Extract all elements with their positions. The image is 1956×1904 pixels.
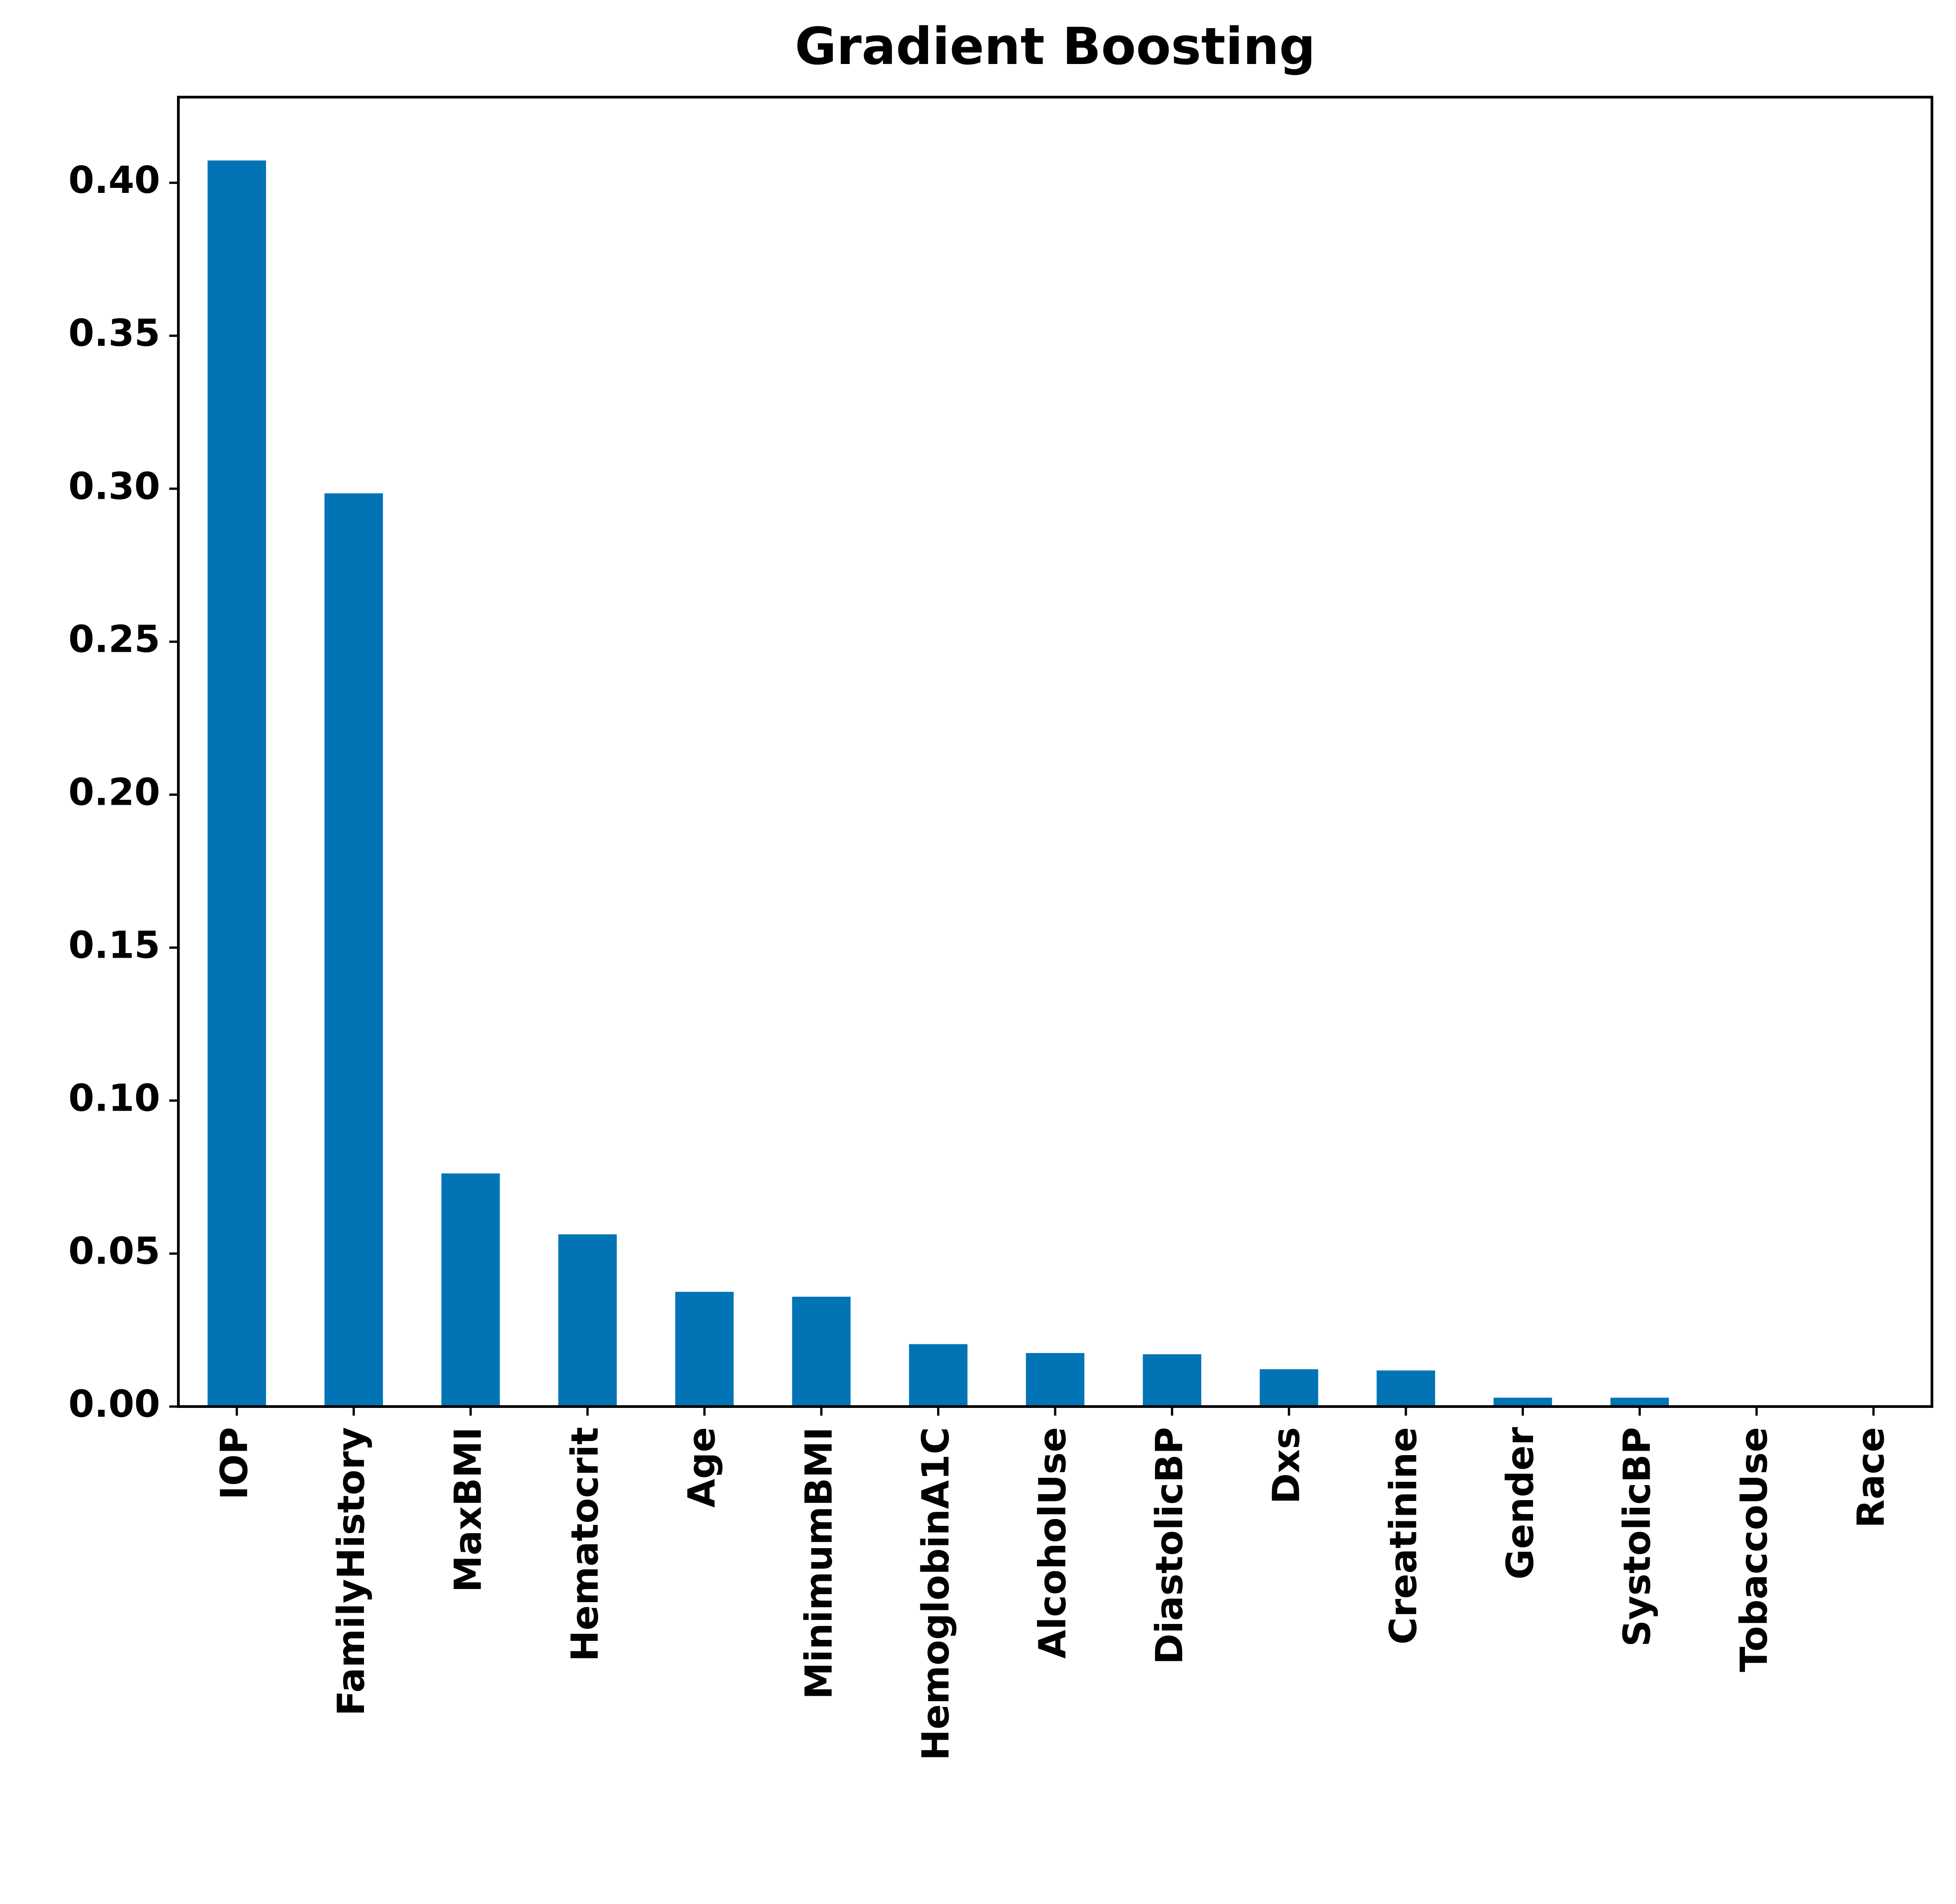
x-tick-label: Hematocrit bbox=[564, 1427, 607, 1662]
bar bbox=[909, 1344, 968, 1407]
x-tick-label: IOP bbox=[213, 1427, 256, 1500]
y-tick-label: 0.40 bbox=[69, 159, 160, 202]
x-tick-label: MaxBMI bbox=[447, 1427, 490, 1592]
y-tick-label: 0.00 bbox=[69, 1382, 160, 1426]
x-tick-label: TobaccoUse bbox=[1733, 1427, 1776, 1672]
bar bbox=[207, 160, 266, 1407]
x-tick-label: SystolicBP bbox=[1616, 1427, 1659, 1647]
bar bbox=[441, 1173, 500, 1407]
bar bbox=[1143, 1354, 1201, 1407]
y-tick-label: 0.20 bbox=[69, 771, 160, 814]
y-tick-label: 0.35 bbox=[69, 312, 160, 355]
bar bbox=[675, 1292, 734, 1407]
y-tick-label: 0.05 bbox=[69, 1230, 160, 1273]
x-tick-label: AlcoholUse bbox=[1031, 1427, 1074, 1658]
x-tick-label: DiastolicBP bbox=[1148, 1427, 1191, 1664]
bar bbox=[1610, 1397, 1669, 1407]
bar bbox=[1376, 1370, 1435, 1407]
x-tick-label: Age bbox=[681, 1427, 724, 1508]
bar bbox=[1259, 1369, 1318, 1407]
bar bbox=[558, 1234, 617, 1407]
bar bbox=[1494, 1397, 1552, 1407]
x-tick-label: FamilyHistory bbox=[330, 1427, 373, 1716]
y-tick-label: 0.15 bbox=[69, 924, 160, 967]
y-tick-label: 0.25 bbox=[69, 618, 160, 661]
x-tick-label: MinimumBMI bbox=[797, 1427, 840, 1699]
bar bbox=[324, 493, 383, 1407]
bar bbox=[1026, 1353, 1085, 1407]
y-tick-label: 0.10 bbox=[69, 1077, 160, 1120]
x-tick-label: Gender bbox=[1499, 1427, 1542, 1579]
y-tick-label: 0.30 bbox=[69, 465, 160, 508]
x-tick-label: HemoglobinA1C bbox=[914, 1427, 958, 1761]
x-tick-label: Dxs bbox=[1265, 1427, 1308, 1504]
x-tick-label: Creatinine bbox=[1382, 1427, 1425, 1644]
plot-frame bbox=[177, 96, 1933, 1408]
x-tick-label: Race bbox=[1850, 1427, 1893, 1528]
bar bbox=[792, 1297, 851, 1407]
chart-title: Gradient Boosting bbox=[795, 17, 1315, 76]
